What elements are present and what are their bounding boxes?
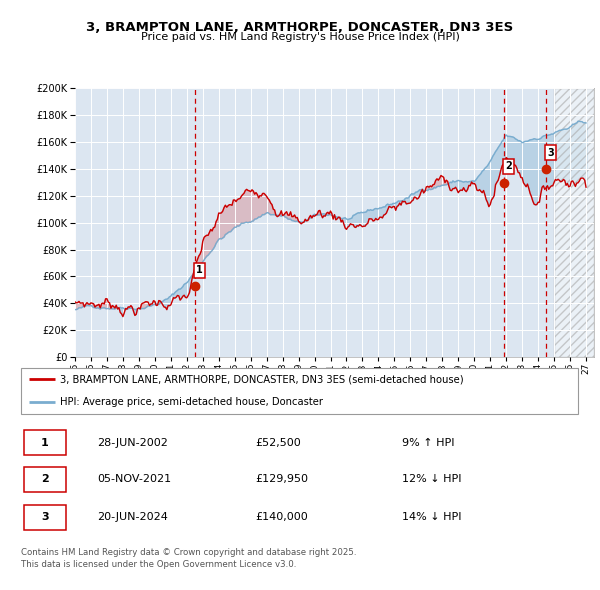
Text: 05-NOV-2021: 05-NOV-2021 bbox=[97, 474, 171, 484]
Text: £52,500: £52,500 bbox=[255, 438, 301, 448]
Text: 1: 1 bbox=[41, 438, 49, 448]
Text: Price paid vs. HM Land Registry's House Price Index (HPI): Price paid vs. HM Land Registry's House … bbox=[140, 32, 460, 42]
Text: £129,950: £129,950 bbox=[255, 474, 308, 484]
Text: 1: 1 bbox=[196, 266, 203, 276]
Text: 20-JUN-2024: 20-JUN-2024 bbox=[97, 512, 168, 522]
Text: 3: 3 bbox=[547, 148, 554, 158]
Bar bbox=[554, 88, 594, 357]
Text: HPI: Average price, semi-detached house, Doncaster: HPI: Average price, semi-detached house,… bbox=[60, 398, 323, 408]
FancyBboxPatch shape bbox=[23, 467, 66, 492]
FancyBboxPatch shape bbox=[21, 368, 578, 414]
Text: 2: 2 bbox=[505, 162, 512, 172]
Text: 3, BRAMPTON LANE, ARMTHORPE, DONCASTER, DN3 3ES: 3, BRAMPTON LANE, ARMTHORPE, DONCASTER, … bbox=[86, 21, 514, 34]
Bar bbox=[554, 88, 594, 357]
FancyBboxPatch shape bbox=[23, 430, 66, 455]
Text: 14% ↓ HPI: 14% ↓ HPI bbox=[401, 512, 461, 522]
Text: Contains HM Land Registry data © Crown copyright and database right 2025.
This d: Contains HM Land Registry data © Crown c… bbox=[21, 548, 356, 569]
Text: 28-JUN-2002: 28-JUN-2002 bbox=[97, 438, 168, 448]
Text: £140,000: £140,000 bbox=[255, 512, 308, 522]
Text: 3: 3 bbox=[41, 512, 49, 522]
Text: 12% ↓ HPI: 12% ↓ HPI bbox=[401, 474, 461, 484]
Text: 2: 2 bbox=[41, 474, 49, 484]
Text: 9% ↑ HPI: 9% ↑ HPI bbox=[401, 438, 454, 448]
FancyBboxPatch shape bbox=[23, 504, 66, 530]
Text: 3, BRAMPTON LANE, ARMTHORPE, DONCASTER, DN3 3ES (semi-detached house): 3, BRAMPTON LANE, ARMTHORPE, DONCASTER, … bbox=[60, 374, 464, 384]
